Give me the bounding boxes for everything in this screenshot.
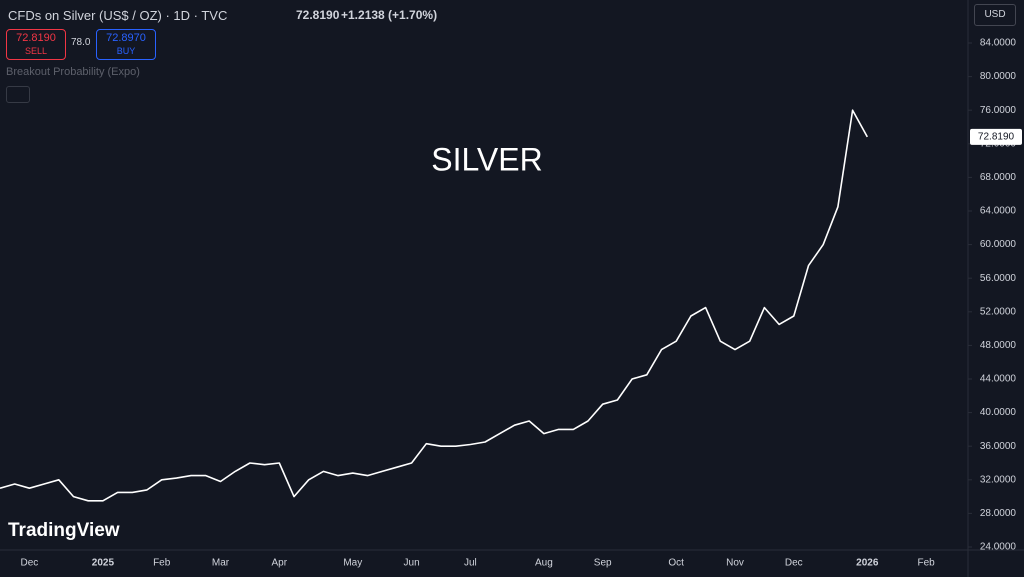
x-tick-label: 2026	[856, 558, 879, 569]
buy-label: BUY	[116, 46, 136, 56]
x-tick-label: Jul	[464, 558, 477, 569]
y-tick-label: 64.0000	[980, 206, 1017, 217]
sell-label: SELL	[24, 46, 48, 56]
x-tick-label: May	[343, 558, 362, 569]
y-tick-label: 48.0000	[980, 340, 1017, 351]
y-tick-label: 36.0000	[980, 441, 1017, 452]
y-tick-label: 84.0000	[980, 38, 1017, 49]
last-price-tag	[970, 128, 1022, 145]
y-tick-label: 56.0000	[980, 273, 1017, 284]
y-tick-label: 40.0000	[980, 407, 1017, 418]
indicator-name[interactable]: Breakout Probability (Expo)	[6, 66, 140, 78]
y-tick-label: 76.0000	[980, 105, 1017, 116]
x-tick-label: Nov	[726, 558, 744, 569]
symbol-title[interactable]: CFDs on Silver (US$ / OZ) · 1D · TVC	[8, 8, 228, 23]
x-tick-label: 2025	[92, 558, 115, 569]
y-tick-label: 68.0000	[980, 172, 1017, 183]
x-tick-label: Oct	[668, 558, 684, 569]
x-tick-label: Feb	[153, 558, 171, 569]
logo: TradingView	[8, 520, 120, 541]
price-change: +1.2138 (+1.70%)	[341, 8, 438, 22]
x-tick-label: Sep	[594, 558, 612, 569]
y-tick-label: 32.0000	[980, 474, 1017, 485]
price-line	[0, 109, 869, 502]
y-tick-label: 80.0000	[980, 71, 1017, 82]
chart-title: SILVER	[431, 141, 542, 177]
x-tick-label: Apr	[272, 558, 288, 569]
x-tick-label: Dec	[21, 558, 39, 569]
y-tick-label: 24.0000	[980, 542, 1017, 553]
collapse-button[interactable]	[6, 86, 30, 103]
y-tick-label: 60.0000	[980, 239, 1017, 250]
y-tick-label: 28.0000	[980, 508, 1017, 519]
buy-button[interactable]: 72.8970 BUY	[96, 29, 156, 60]
spread: 78.0	[71, 37, 91, 48]
x-tick-label: Dec	[785, 558, 803, 569]
sell-button[interactable]: 72.8190 SELL	[6, 29, 66, 60]
last-price: 72.8190	[296, 8, 340, 22]
last-price-label: 72.8190	[978, 132, 1015, 143]
y-tick-label: 52.0000	[980, 306, 1017, 317]
currency-select[interactable]: USD	[974, 4, 1016, 26]
x-tick-label: Aug	[535, 558, 553, 569]
y-tick-label: 44.0000	[980, 374, 1017, 385]
x-tick-label: Jun	[404, 558, 420, 569]
x-tick-label: Feb	[917, 558, 935, 569]
sell-price: 72.8190	[16, 32, 56, 44]
x-tick-label: Mar	[212, 558, 230, 569]
buy-price: 72.8970	[106, 32, 146, 44]
